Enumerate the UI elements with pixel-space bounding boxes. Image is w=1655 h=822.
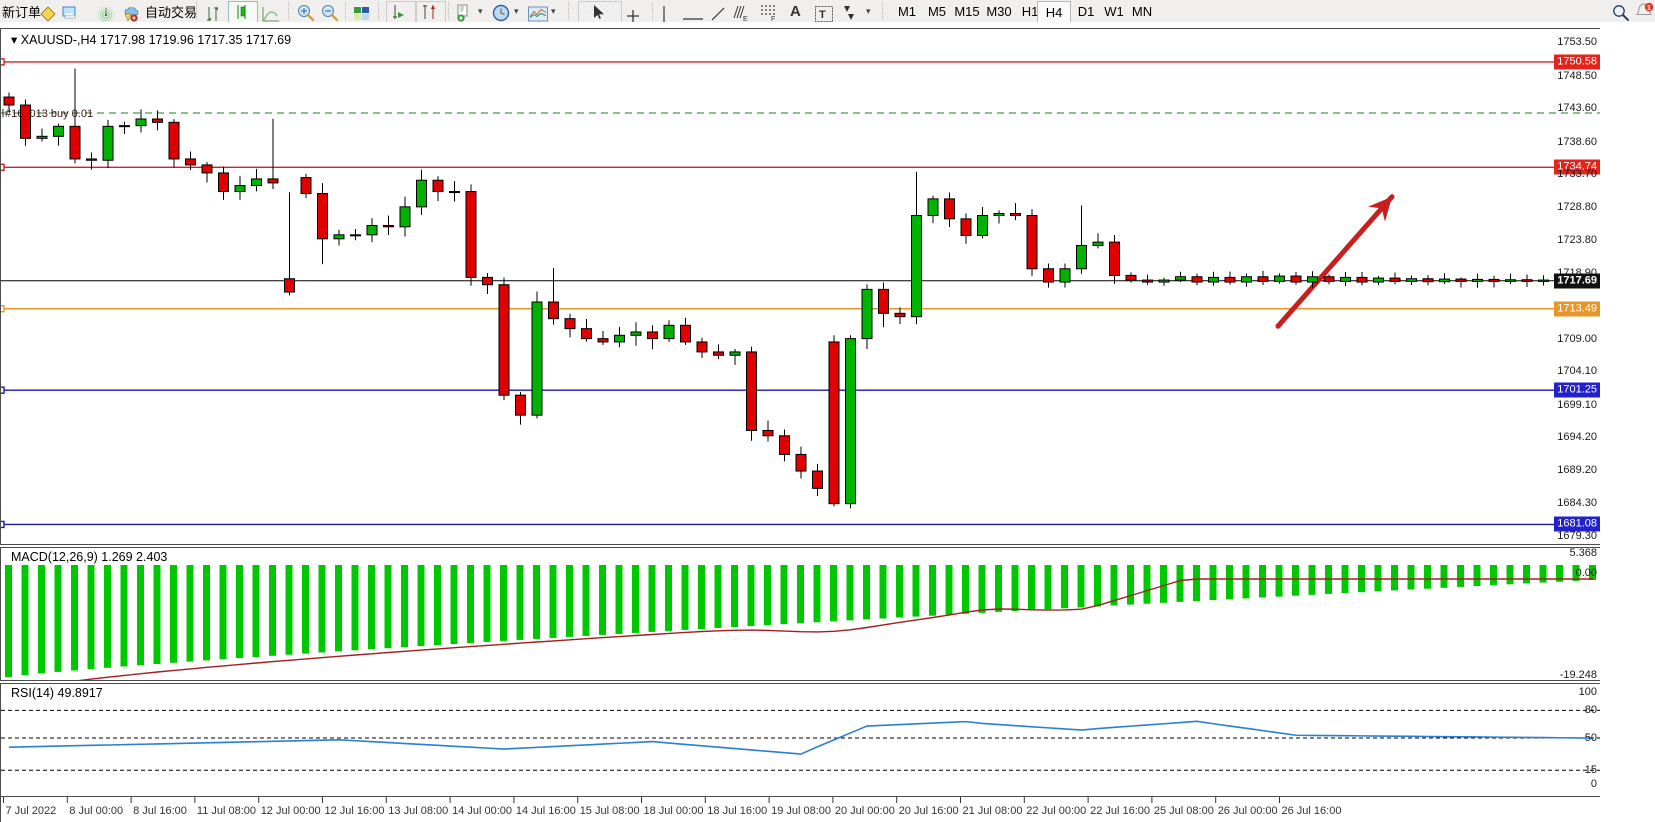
svg-text:1: 1 bbox=[1647, 3, 1651, 12]
svg-text:12 Jul 00:00: 12 Jul 00:00 bbox=[261, 805, 321, 817]
svg-text:7 Jul 2022: 7 Jul 2022 bbox=[6, 805, 57, 817]
svg-text:18 Jul 16:00: 18 Jul 16:00 bbox=[707, 805, 767, 817]
svg-text:26 Jul 16:00: 26 Jul 16:00 bbox=[1282, 805, 1342, 817]
svg-text:15 Jul 08:00: 15 Jul 08:00 bbox=[580, 805, 640, 817]
svg-text:8 Jul 16:00: 8 Jul 16:00 bbox=[133, 805, 187, 817]
svg-text:#167013 buy 0.01: #167013 buy 0.01 bbox=[5, 108, 93, 120]
svg-text:11 Jul 08:00: 11 Jul 08:00 bbox=[197, 805, 256, 817]
svg-text:22 Jul 00:00: 22 Jul 00:00 bbox=[1026, 805, 1086, 817]
svg-text:14 Jul 16:00: 14 Jul 16:00 bbox=[516, 805, 576, 817]
svg-text:12 Jul 16:00: 12 Jul 16:00 bbox=[325, 805, 385, 817]
svg-text:20 Jul 16:00: 20 Jul 16:00 bbox=[899, 805, 959, 817]
svg-text:22 Jul 16:00: 22 Jul 16:00 bbox=[1090, 805, 1150, 817]
svg-text:14 Jul 00:00: 14 Jul 00:00 bbox=[452, 805, 512, 817]
svg-text:19 Jul 08:00: 19 Jul 08:00 bbox=[771, 805, 831, 817]
svg-text:8 Jul 00:00: 8 Jul 00:00 bbox=[69, 805, 123, 817]
svg-text:21 Jul 08:00: 21 Jul 08:00 bbox=[963, 805, 1023, 817]
svg-text:18 Jul 00:00: 18 Jul 00:00 bbox=[644, 805, 704, 817]
svg-text:13 Jul 08:00: 13 Jul 08:00 bbox=[388, 805, 448, 817]
svg-text:25 Jul 08:00: 25 Jul 08:00 bbox=[1154, 805, 1214, 817]
svg-text:26 Jul 00:00: 26 Jul 00:00 bbox=[1218, 805, 1278, 817]
svg-text:20 Jul 00:00: 20 Jul 00:00 bbox=[835, 805, 895, 817]
svg-text:T: T bbox=[819, 9, 826, 21]
